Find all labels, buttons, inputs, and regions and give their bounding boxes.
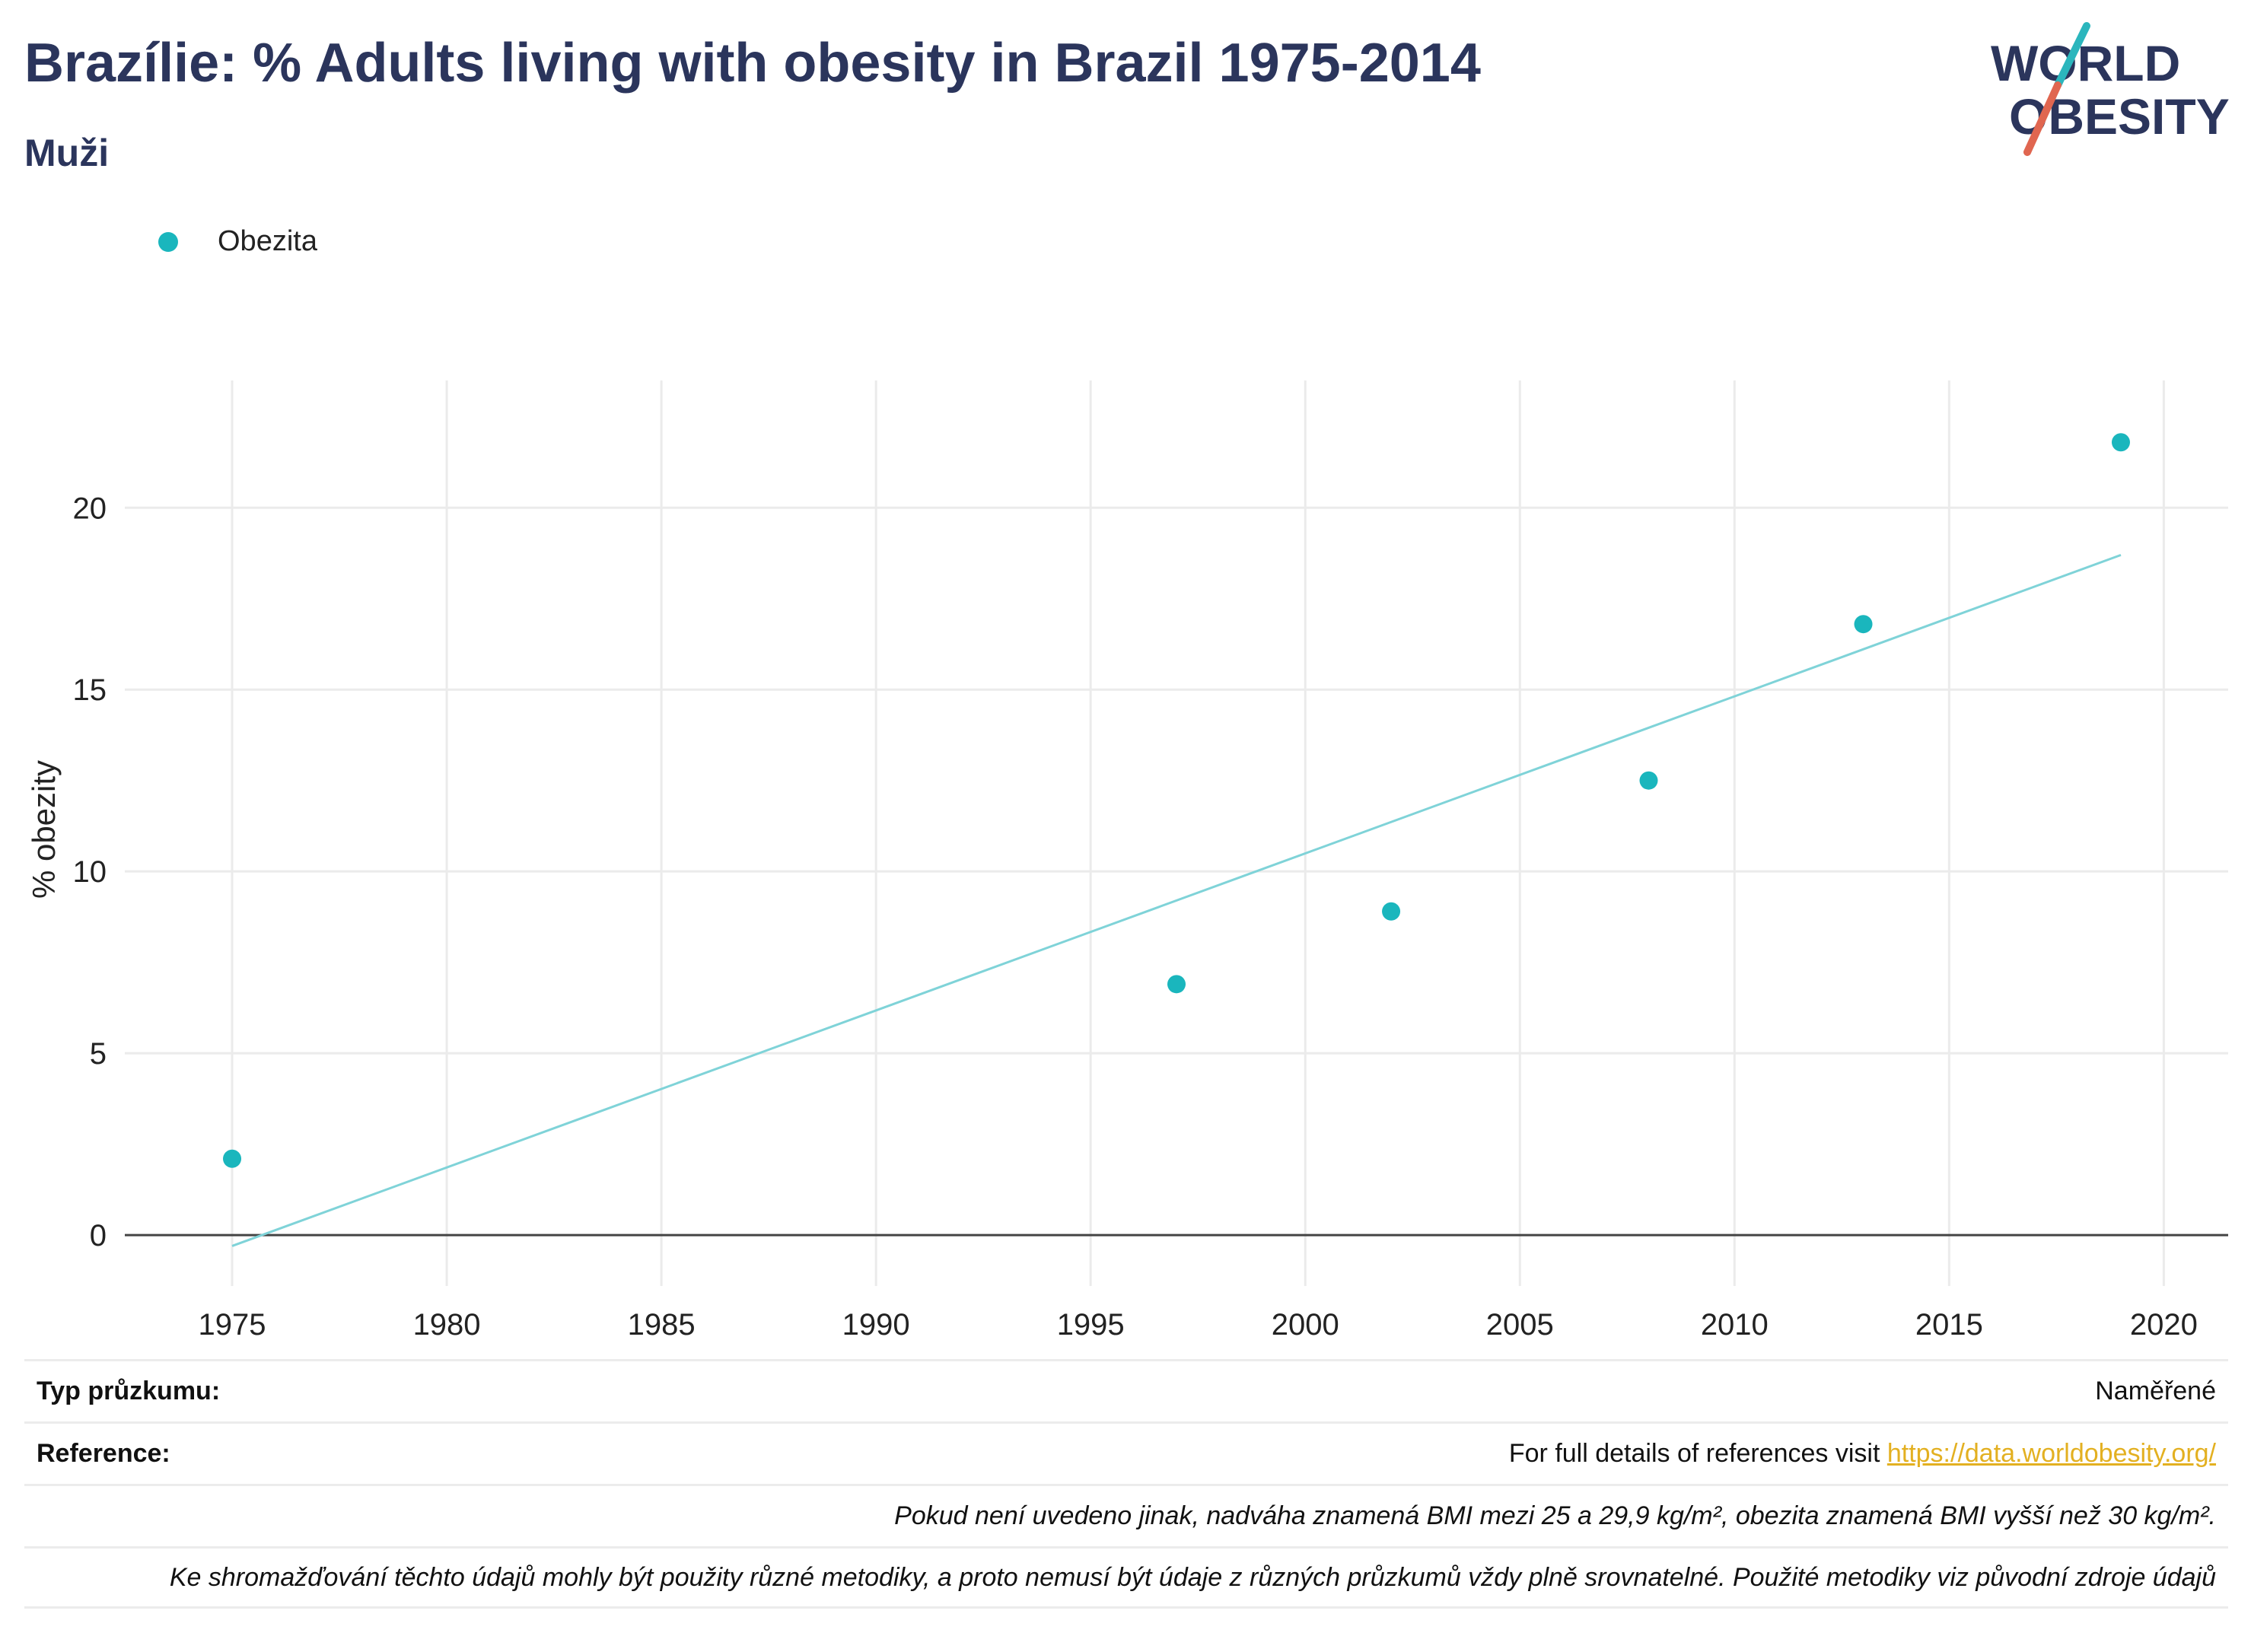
methodology-note: Ke shromažďování těchto údajů mohly být … — [169, 1562, 2216, 1592]
methodology-note-row: Ke shromažďování těchto údajů mohly být … — [24, 1546, 2228, 1609]
y-tick-label: 15 — [73, 673, 107, 707]
data-point — [1382, 902, 1401, 921]
x-tick-label: 1980 — [413, 1308, 481, 1342]
bmi-note: Pokud není uvedeno jinak, nadváha znamen… — [894, 1501, 2216, 1530]
info-table: Typ průzkumu: Naměřené Reference: For fu… — [24, 1359, 2228, 1609]
reference-link[interactable]: https://data.worldobesity.org/ — [1886, 1439, 2216, 1468]
scatter-chart: 1975 1980 1985 1990 1995 2000 2005 2010 2015 2020… — [26, 380, 2228, 1342]
chart-subtitle: Muži — [24, 132, 110, 174]
chart-title: Brazílie: % Adults living with obesity i… — [24, 33, 1481, 94]
reference-label: Reference: — [37, 1439, 170, 1468]
trendline — [231, 553, 2122, 1247]
world-obesity-logo: WORLD OBESITY — [1991, 22, 2230, 156]
x-tick-label: 1990 — [842, 1308, 910, 1342]
data-point — [1167, 975, 1186, 994]
axes: 1975 1980 1985 1990 1995 2000 2005 2010 2015 2020… — [26, 492, 2228, 1342]
data-point — [1639, 771, 1658, 790]
x-tick-label: 2010 — [1701, 1308, 1769, 1342]
points-layer — [223, 433, 2130, 1168]
legend-label[interactable]: Obezita — [218, 225, 317, 257]
y-axis-label: % obezity — [26, 760, 62, 899]
reference-value: For full details of references visit htt… — [1509, 1439, 2216, 1469]
y-tick-label: 0 — [90, 1219, 107, 1253]
x-tick-label: 2020 — [2130, 1308, 2198, 1342]
y-tick-label: 5 — [90, 1037, 107, 1071]
legend-marker — [158, 231, 178, 252]
x-tick-label: 2015 — [1915, 1308, 1983, 1342]
x-tick-label: 1985 — [628, 1308, 696, 1342]
x-tick-label: 2005 — [1486, 1308, 1554, 1342]
logo-slash-top — [2054, 22, 2090, 89]
y-tick-label: 10 — [73, 855, 107, 889]
data-point — [1854, 615, 1873, 634]
x-tick-label: 2000 — [1272, 1308, 1339, 1342]
logo-word-world: WORLD — [1991, 35, 2180, 91]
trendline-layer — [231, 553, 2122, 1247]
y-tick-label: 20 — [73, 492, 107, 525]
x-tick-label: 1995 — [1057, 1308, 1125, 1342]
data-point — [223, 1149, 242, 1168]
logo-slash-bottom — [2023, 81, 2062, 156]
survey-type-value: Naměřené — [2095, 1377, 2216, 1405]
data-point — [2111, 433, 2130, 452]
legend: Obezita — [158, 225, 317, 258]
bmi-note-row: Pokud není uvedeno jinak, nadváha znamen… — [24, 1484, 2228, 1546]
reference-row: Reference: For full details of reference… — [24, 1421, 2228, 1484]
survey-type-row: Typ průzkumu: Naměřené — [24, 1359, 2228, 1421]
grid — [125, 380, 2228, 1286]
survey-type-label: Typ průzkumu: — [37, 1377, 221, 1405]
reference-text: For full details of references visit — [1508, 1439, 1887, 1468]
x-tick-label: 1975 — [199, 1308, 266, 1342]
